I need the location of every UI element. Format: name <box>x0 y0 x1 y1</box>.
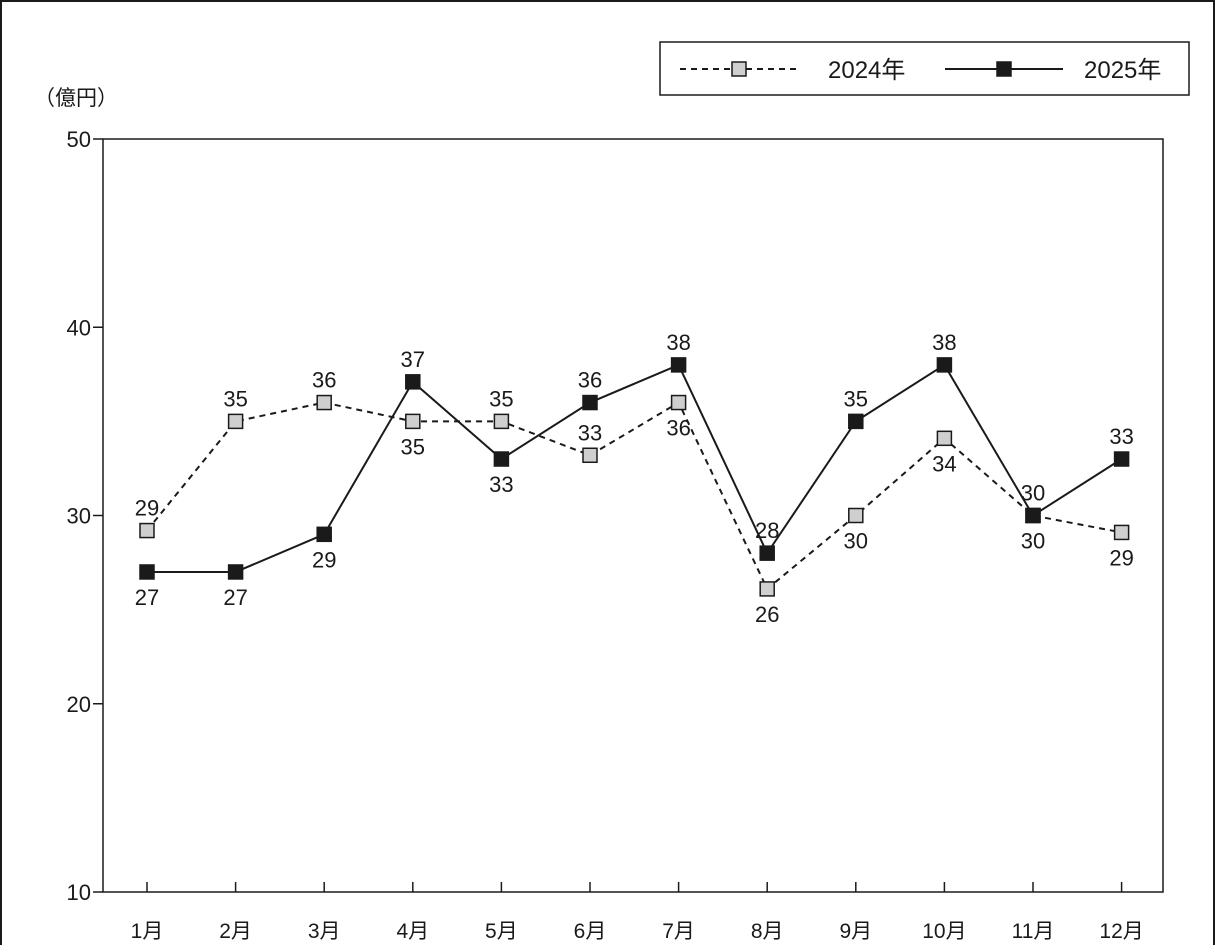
data-label: 34 <box>932 451 956 476</box>
x-tick-label: 5月 <box>485 920 518 943</box>
legend-marker <box>996 61 1012 77</box>
x-tick-label: 1月 <box>131 920 164 943</box>
data-point <box>1113 524 1130 541</box>
data-point <box>582 394 598 411</box>
x-tick-label: 6月 <box>574 920 607 943</box>
legend-label: 2025年 <box>1084 57 1161 84</box>
data-label: 38 <box>932 330 956 355</box>
data-point <box>848 507 864 524</box>
x-axis: 1月 2月 3月 4月 5月 6月 7月 8月 9月 10月 11月 12月 <box>131 882 1144 943</box>
x-tick-label: 4月 <box>396 920 429 943</box>
legend-marker <box>731 61 747 77</box>
plot-area <box>102 138 1164 893</box>
x-tick-label: 10月 <box>922 920 966 943</box>
x-tick-label: 2月 <box>219 920 252 943</box>
data-point <box>1113 451 1130 467</box>
data-point <box>493 413 510 430</box>
data-label: 27 <box>135 585 159 610</box>
data-point <box>936 357 953 373</box>
series-line <box>147 363 1123 573</box>
data-label: 35 <box>844 386 868 411</box>
x-tick-label: 9月 <box>839 920 872 943</box>
data-label: 30 <box>1021 529 1045 554</box>
data-point <box>1025 507 1041 524</box>
data-label: 38 <box>666 330 690 355</box>
data-label: 29 <box>1109 545 1133 570</box>
data-label: 35 <box>489 386 513 411</box>
data-label: 26 <box>755 602 779 627</box>
x-tick-label: 11月 <box>1012 920 1055 943</box>
data-point <box>139 522 155 539</box>
y-tick-label: 10 <box>67 880 91 905</box>
series-1: 29 35 36 35 35 33 36 26 30 34 30 29 <box>135 368 1134 627</box>
data-label: 36 <box>312 368 336 393</box>
data-point <box>582 447 598 464</box>
data-point <box>316 394 332 411</box>
y-axis: 10 20 30 40 50 <box>67 127 103 905</box>
data-label: 33 <box>1109 424 1133 449</box>
x-tick-label: 7月 <box>662 920 695 943</box>
data-point <box>670 357 687 373</box>
data-label: 33 <box>578 420 602 445</box>
data-label: 35 <box>401 434 425 459</box>
y-axis-unit-label: （億円） <box>34 87 118 110</box>
data-point <box>139 564 155 580</box>
y-tick-label: 30 <box>67 504 91 529</box>
data-label: 29 <box>312 547 336 572</box>
x-tick-label: 8月 <box>751 920 784 943</box>
data-point <box>848 413 864 430</box>
data-point <box>759 581 775 597</box>
data-label: 27 <box>223 585 247 610</box>
data-label: 36 <box>666 416 690 441</box>
legend-label: 2024年 <box>828 57 905 84</box>
series-layer: 29 35 36 35 35 33 36 26 30 34 30 29 27 27 29 37 33 36 38 28… <box>135 330 1134 627</box>
y-tick-label: 50 <box>67 127 91 152</box>
data-point <box>759 545 775 561</box>
data-label: 35 <box>223 386 247 411</box>
data-label: 29 <box>135 496 159 521</box>
data-point <box>227 413 244 430</box>
legend: 2024年 2025年 <box>659 41 1190 96</box>
y-tick-label: 20 <box>67 692 91 717</box>
x-tick-label: 3月 <box>308 920 341 943</box>
data-point <box>936 430 953 447</box>
series-line <box>146 401 1122 591</box>
data-label: 37 <box>401 347 425 372</box>
data-point <box>493 451 510 467</box>
data-point <box>227 564 244 580</box>
data-point <box>405 413 421 430</box>
series-2: 27 27 29 37 33 36 38 28 35 38 30 33 <box>135 330 1134 610</box>
data-label: 33 <box>489 472 513 497</box>
data-point <box>405 374 421 390</box>
data-point <box>316 526 332 543</box>
data-label: 36 <box>578 368 602 393</box>
data-label: 28 <box>755 518 779 543</box>
x-tick-label: 12月 <box>1099 920 1143 943</box>
data-point <box>670 394 687 411</box>
data-label: 30 <box>844 529 868 554</box>
y-tick-label: 40 <box>67 315 91 340</box>
